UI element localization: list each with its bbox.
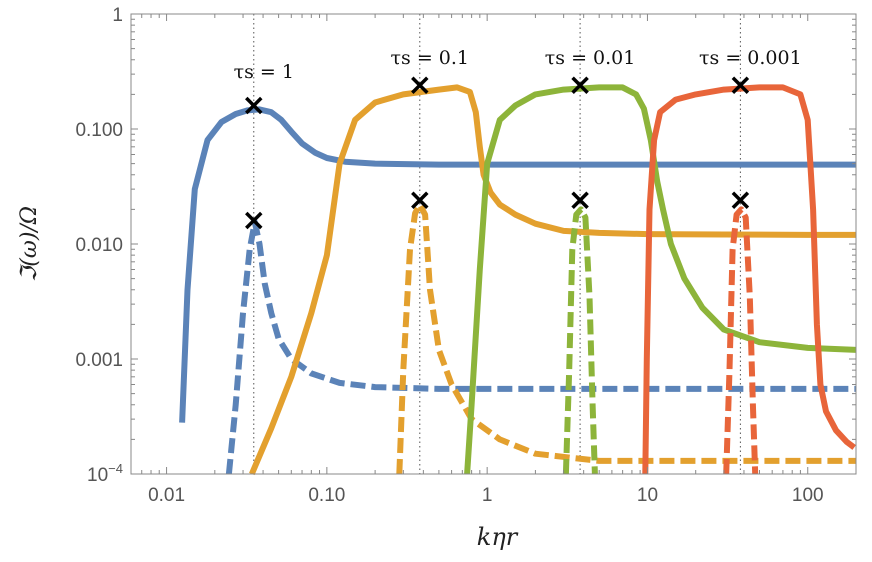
y-axis-title: ℑ(ω)/Ω (17, 206, 42, 282)
y-tick-label-0: 10−4 (87, 461, 123, 486)
y-tick-label-2: 0.010 (75, 235, 123, 256)
tau-label-3: τs = 0.001 (699, 47, 802, 69)
peak-marker-4 (571, 76, 589, 95)
peak-marker-1 (245, 211, 263, 230)
y-tick-label-1: 0.001 (75, 350, 123, 371)
x-axis-title: kηr (477, 523, 519, 551)
x-axis: 0.01 0.10 1 10 100 (130, 14, 857, 506)
tau-label-1: τs = 0.1 (391, 47, 469, 69)
x-tick-label-1: 0.10 (308, 485, 345, 506)
series-line-2-solid (249, 84, 856, 476)
series-line-4-solid (464, 84, 857, 475)
y-tick-label-4: 1 (112, 5, 123, 26)
x-tick-label-4: 100 (792, 485, 824, 506)
series-line-1-dashed (225, 219, 856, 475)
y-axis: 10−4 0.001 0.010 0.100 1 (75, 5, 856, 486)
y-tick-label-3: 0.100 (75, 120, 123, 141)
tau-annotations: τs = 1 τs = 0.1 τs = 0.01 τs = 0.001 (234, 47, 802, 83)
peak-markers (245, 76, 750, 230)
series-line-5-dashed (562, 206, 598, 475)
x-tick-label-3: 10 (637, 485, 658, 506)
series-line-0-solid (179, 106, 856, 423)
series-group (179, 84, 857, 476)
peak-marker-7 (731, 191, 750, 210)
tau-label-0: τs = 1 (234, 61, 294, 83)
peak-marker-5 (571, 191, 589, 210)
peak-marker-3 (411, 191, 429, 210)
x-tick-label-0: 0.01 (148, 485, 185, 506)
series-line-7-dashed (723, 206, 759, 475)
series-line-6-solid (642, 84, 856, 475)
peak-marker-0 (245, 96, 263, 115)
peak-marker-6 (731, 76, 750, 95)
x-tick-label-2: 1 (482, 485, 493, 506)
peak-marker-2 (411, 76, 429, 95)
tau-label-2: τs = 0.01 (545, 47, 636, 69)
